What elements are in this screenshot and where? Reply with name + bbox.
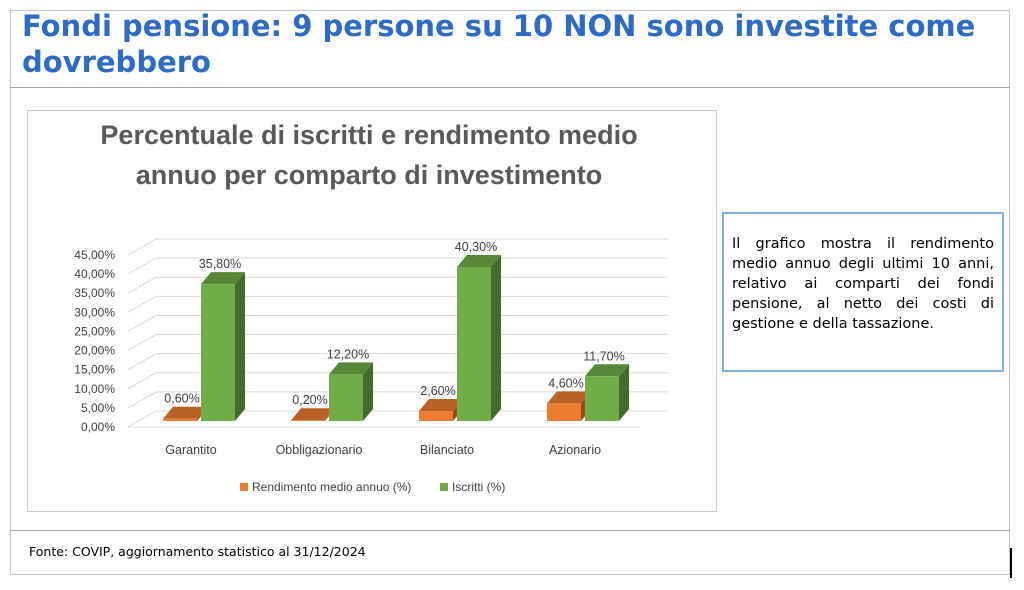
chart-title-line-1: Percentuale di iscritti e rendimento med…: [100, 120, 637, 150]
gridline-side: [127, 315, 157, 332]
gridline-side: [127, 334, 157, 351]
bar: [291, 420, 325, 421]
category-label: Garantito: [165, 443, 216, 457]
y-tick-label: 0,00%: [81, 420, 115, 434]
gridline-side: [127, 353, 157, 371]
y-tick-label: 35,00%: [74, 286, 115, 300]
bar: [163, 418, 197, 421]
data-label: 11,70%: [583, 349, 624, 363]
legend: Rendimento medio annuo (%) Iscritti (%): [240, 480, 505, 494]
category-label: Obbligazionario: [276, 443, 363, 457]
bar-side: [619, 364, 629, 421]
slide-title: Fondi pensione: 9 persone su 10 NON sono…: [22, 9, 976, 79]
bar: [457, 266, 491, 421]
category-label: Azionario: [549, 443, 601, 457]
edge-line: [1010, 548, 1012, 578]
data-label: 4,60%: [548, 376, 583, 390]
bar: [547, 403, 581, 421]
footer-divider: [10, 530, 1010, 531]
data-label: 2,60%: [420, 384, 455, 398]
x-axis: Garantito Obbligazionario Bilanciato Aziona…: [165, 443, 601, 457]
y-tick-label: 45,00%: [74, 248, 115, 262]
data-label: 12,20%: [327, 347, 369, 361]
gridline-side: [127, 372, 157, 390]
legend-label: Iscritti (%): [452, 480, 505, 494]
bar-top: [291, 408, 335, 421]
y-tick-label: 30,00%: [74, 305, 115, 319]
chart-container: Percentuale di iscritti e rendimento med…: [27, 110, 717, 512]
y-tick-label: 40,00%: [74, 267, 115, 281]
y-tick-label: 15,00%: [74, 363, 115, 377]
bars: 0,60% 35,80% 0,20% 12,20% 2,60% 40,30% 4,60%11…: [163, 240, 629, 421]
bar-top: [547, 391, 591, 404]
data-label: 35,80%: [199, 257, 241, 271]
y-tick-label: 5,00%: [81, 401, 115, 415]
y-axis: 0,00% 5,00% 10,00% 15,00% 20,00% 25,00% 30,00%…: [74, 248, 115, 434]
gridline-side: [127, 295, 157, 313]
legend-swatch: [440, 483, 448, 491]
bar-side: [363, 362, 373, 421]
data-label: 40,30%: [455, 240, 497, 254]
y-tick-label: 25,00%: [74, 324, 115, 338]
title-divider: [10, 87, 1010, 88]
chart-title-line-2: annuo per comparto di investimento: [136, 160, 603, 190]
bar-top: [329, 362, 373, 375]
gridline-side: [127, 276, 157, 294]
data-label: 0,20%: [292, 393, 327, 407]
gridline-side: [127, 410, 157, 428]
bar-side: [491, 254, 501, 421]
bar-top: [419, 399, 463, 412]
bar-top: [201, 272, 245, 285]
bar: [585, 376, 619, 421]
bar: [329, 374, 363, 421]
bar: [201, 284, 235, 421]
legend-label: Rendimento medio annuo (%): [252, 480, 411, 494]
bar-top: [457, 254, 501, 267]
legend-swatch: [240, 483, 248, 491]
data-label: 0,60%: [164, 392, 199, 406]
y-tick-label: 10,00%: [74, 382, 115, 396]
bar-top: [585, 364, 629, 377]
gridline-side: [127, 238, 157, 256]
category-label: Bilanciato: [420, 443, 474, 457]
bar-top: [163, 406, 207, 419]
bar-side: [235, 272, 245, 421]
gridline-side: [127, 391, 157, 409]
source-note: Fonte: COVIP, aggiornamento statistico a…: [29, 544, 366, 559]
y-tick-label: 20,00%: [74, 344, 115, 358]
bar: [419, 411, 453, 421]
gridline-side: [127, 257, 157, 275]
explanation-box: Il grafico mostra il rendimento medio an…: [722, 212, 1004, 372]
explanation-text: Il grafico mostra il rendimento medio an…: [732, 236, 994, 332]
chart-svg: Percentuale di iscritti e rendimento med…: [74, 120, 668, 494]
